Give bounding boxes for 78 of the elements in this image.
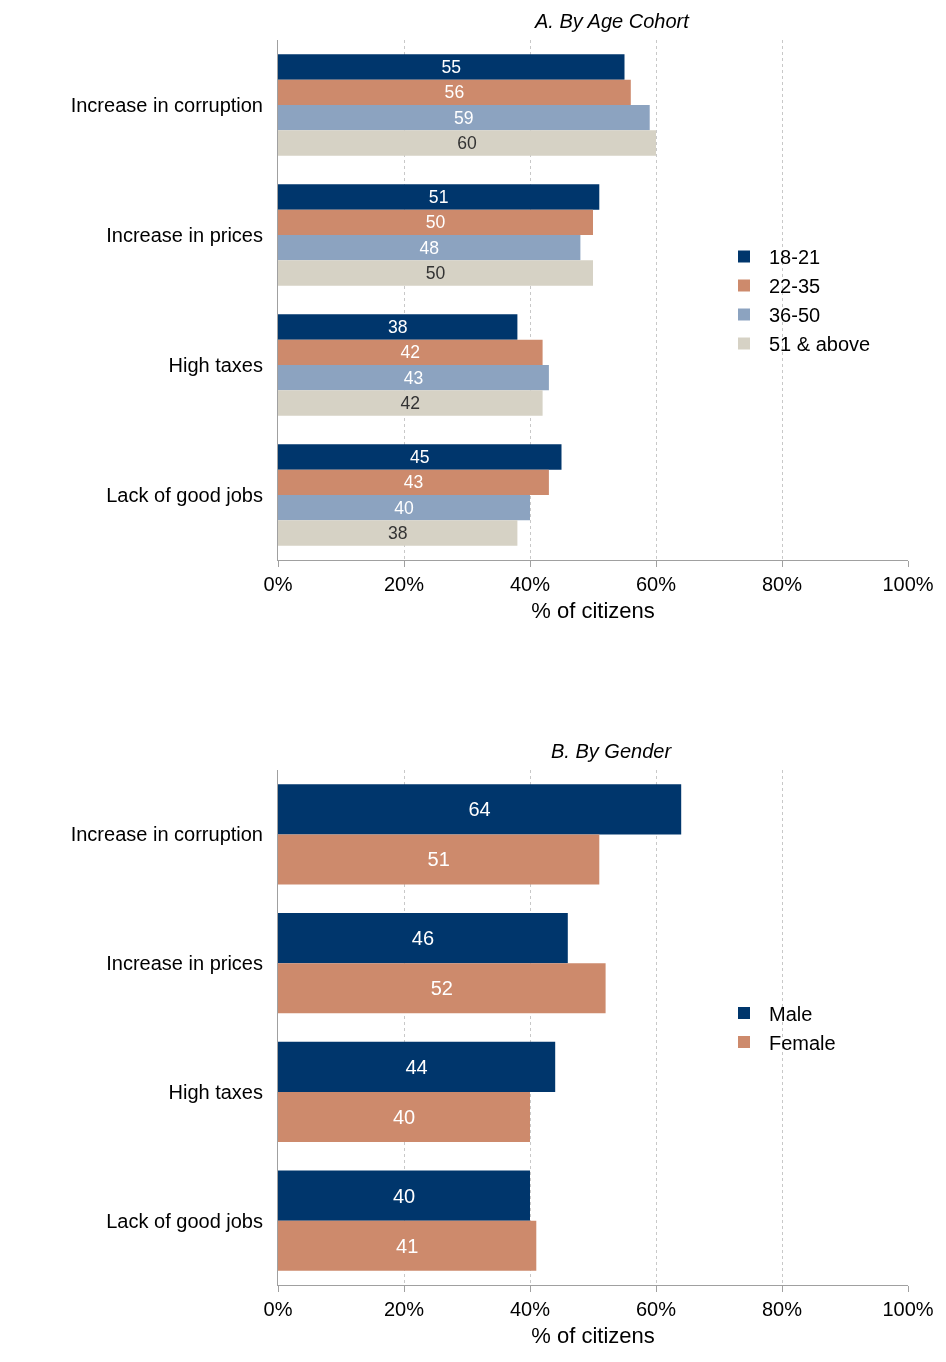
y-tick-label: Increase in prices	[106, 224, 263, 246]
bar	[278, 444, 562, 470]
y-tick-label: High taxes	[168, 1080, 263, 1103]
bar	[278, 912, 568, 964]
legend-label: Female	[769, 1031, 836, 1054]
x-axis-title: % of citizens	[531, 597, 655, 623]
bar	[278, 1041, 556, 1092]
data-label: 46	[411, 927, 435, 950]
x-tick-label: 100%	[882, 1298, 934, 1320]
x-tick-label: 20%	[383, 573, 425, 595]
bar	[278, 1220, 537, 1271]
data-label: 38	[387, 317, 408, 338]
bar	[278, 834, 600, 885]
data-label: 40	[394, 497, 414, 518]
bar	[278, 963, 606, 1014]
bar	[278, 784, 682, 835]
bar	[278, 235, 581, 261]
bar	[278, 79, 631, 105]
data-label: 43	[403, 472, 424, 493]
bar	[278, 365, 549, 391]
data-label: 43	[403, 367, 424, 388]
chart-title: B. By Gender	[551, 740, 673, 762]
bar	[278, 520, 518, 546]
data-label: 42	[400, 393, 421, 414]
data-label: 38	[387, 523, 408, 544]
bar	[278, 1091, 530, 1143]
bar	[278, 390, 543, 416]
x-tick-label: 100%	[882, 573, 934, 595]
data-label: 41	[396, 1234, 419, 1257]
data-label: 51	[428, 187, 449, 208]
legend-label: 36-50	[769, 304, 821, 327]
data-label: 48	[419, 237, 440, 258]
chart-title: A. By Age Cohort	[534, 10, 691, 32]
data-label: 40	[392, 1105, 416, 1128]
y-tick-label: Increase in prices	[106, 952, 263, 975]
x-tick-label: 60%	[635, 1298, 677, 1320]
bar	[278, 105, 650, 131]
bar	[278, 314, 518, 340]
data-label: 40	[392, 1184, 416, 1207]
x-tick-label: 0%	[263, 1298, 293, 1320]
y-tick-label: Lack of good jobs	[106, 1209, 263, 1232]
x-tick-label: 0%	[263, 573, 293, 595]
x-tick-label: 20%	[383, 1298, 425, 1320]
data-label: 60	[457, 133, 477, 154]
data-label: 52	[430, 977, 453, 1000]
bar	[278, 1170, 530, 1221]
x-axis-title: % of citizens	[531, 1322, 655, 1348]
x-tick-label: 40%	[509, 573, 551, 595]
legend-label: 22-35	[769, 275, 821, 298]
bar	[278, 130, 656, 156]
bar	[278, 260, 593, 286]
bar	[278, 469, 549, 495]
data-label: 44	[405, 1055, 428, 1078]
legend-label: 51 & above	[769, 333, 871, 356]
bar	[278, 54, 625, 80]
data-label: 64	[468, 798, 491, 821]
legend-label: Male	[769, 1002, 813, 1025]
bar	[278, 495, 530, 521]
data-label: 59	[454, 107, 474, 128]
x-tick-label: 80%	[761, 1298, 803, 1320]
bar	[278, 184, 600, 210]
data-label: 50	[425, 263, 446, 284]
data-label: 42	[400, 342, 421, 363]
data-label: 50	[425, 212, 446, 233]
x-tick-label: 60%	[635, 573, 677, 595]
bar	[278, 209, 593, 235]
data-label: 56	[444, 82, 465, 103]
bar	[278, 339, 543, 365]
data-label: 55	[441, 57, 462, 78]
y-tick-label: Increase in corruption	[70, 94, 263, 116]
y-tick-label: Lack of good jobs	[106, 484, 263, 506]
data-label: 45	[409, 447, 430, 468]
legend-label: 18-21	[769, 246, 821, 269]
x-tick-label: 80%	[761, 573, 803, 595]
x-tick-label: 40%	[509, 1298, 551, 1320]
y-tick-label: Increase in corruption	[70, 823, 263, 846]
y-tick-label: High taxes	[168, 354, 263, 376]
data-label: 51	[427, 848, 450, 871]
